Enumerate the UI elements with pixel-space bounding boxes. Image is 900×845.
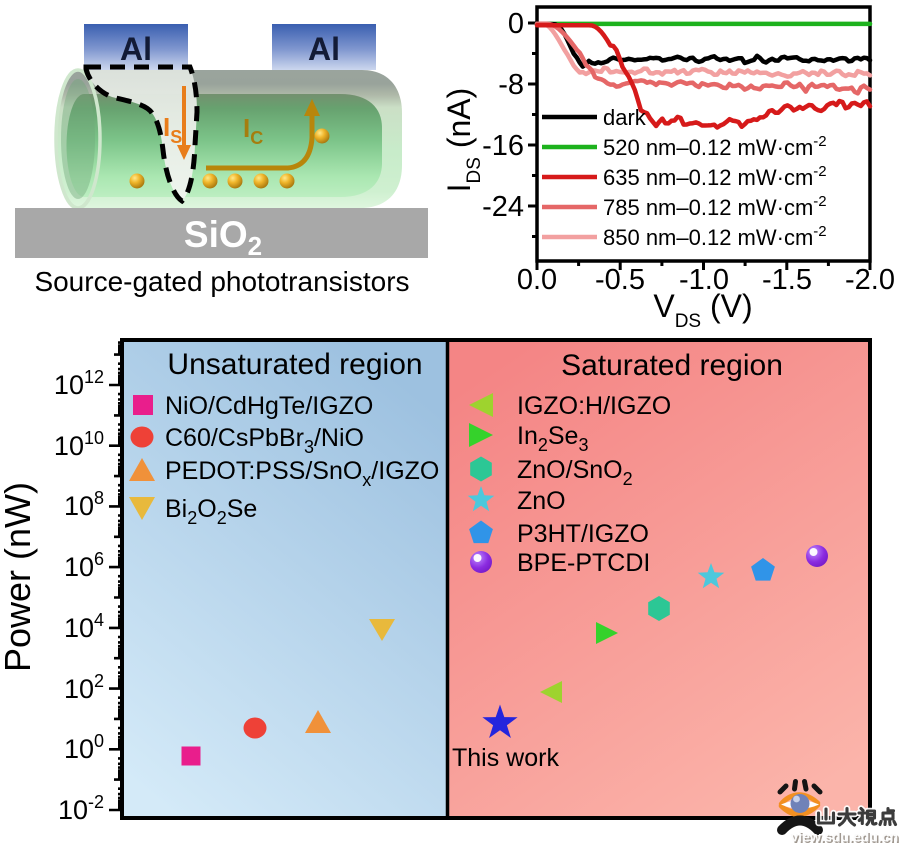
svg-text:1012: 1012	[54, 367, 104, 400]
svg-text:ZnO/SnO2: ZnO/SnO2	[517, 456, 633, 489]
svg-text:Saturated region: Saturated region	[561, 349, 783, 382]
svg-text:100: 100	[64, 731, 104, 764]
svg-text:-24: -24	[482, 191, 524, 223]
svg-text:view.sdu.edu.cn: view.sdu.edu.cn	[792, 830, 900, 845]
svg-text:0: 0	[508, 8, 524, 40]
svg-text:Al: Al	[308, 31, 340, 67]
svg-text:102: 102	[64, 671, 104, 704]
svg-text:108: 108	[64, 488, 104, 521]
svg-text:-1.5: -1.5	[762, 264, 812, 296]
svg-text:IGZO:H/IGZO: IGZO:H/IGZO	[517, 392, 671, 420]
svg-text:-0.5: -0.5	[595, 264, 645, 296]
svg-text:635 nm–0.12 mW·cm-2: 635 nm–0.12 mW·cm-2	[603, 163, 827, 190]
svg-text:-2.0: -2.0	[845, 264, 895, 296]
svg-text:10-2: 10-2	[58, 792, 104, 825]
svg-text:850 nm–0.12 mW·cm-2: 850 nm–0.12 mW·cm-2	[603, 223, 827, 250]
svg-text:104: 104	[64, 610, 104, 643]
svg-text:Power (nW): Power (nW)	[0, 482, 38, 672]
svg-text:Source-gated phototransistors: Source-gated phototransistors	[34, 266, 409, 297]
svg-text:Bi2O2Se: Bi2O2Se	[165, 495, 257, 528]
svg-text:-1.0: -1.0	[679, 264, 729, 296]
svg-text:0.0: 0.0	[517, 264, 557, 296]
svg-text:C60/CsPbBr3/NiO: C60/CsPbBr3/NiO	[165, 424, 364, 457]
svg-text:106: 106	[64, 549, 104, 582]
svg-text:BPE-PTCDI: BPE-PTCDI	[517, 549, 650, 577]
svg-text:view.sdu.edu.cn: view.sdu.edu.cn	[791, 829, 899, 845]
svg-text:In2Se3: In2Se3	[517, 422, 588, 455]
svg-text:Al: Al	[120, 31, 152, 67]
svg-text:785 nm–0.12 mW·cm-2: 785 nm–0.12 mW·cm-2	[603, 193, 827, 220]
svg-text:ZnO: ZnO	[517, 487, 566, 515]
svg-text:-16: -16	[482, 130, 524, 162]
svg-text:-8: -8	[498, 69, 524, 101]
svg-text:NiO/CdHgTe/IGZO: NiO/CdHgTe/IGZO	[165, 392, 373, 420]
svg-text:520 nm–0.12 mW·cm-2: 520 nm–0.12 mW·cm-2	[603, 133, 827, 160]
svg-text:IDS (nA): IDS (nA)	[441, 88, 485, 193]
svg-text:This work: This work	[452, 744, 559, 772]
svg-text:PEDOT:PSS/SnOx/IGZO: PEDOT:PSS/SnOx/IGZO	[165, 457, 439, 490]
svg-text:dark: dark	[603, 105, 647, 130]
svg-text:P3HT/IGZO: P3HT/IGZO	[517, 520, 649, 548]
svg-text:Unsaturated region: Unsaturated region	[167, 348, 422, 381]
svg-text:VDS (V): VDS (V)	[653, 288, 752, 332]
svg-text:1010: 1010	[54, 428, 104, 461]
